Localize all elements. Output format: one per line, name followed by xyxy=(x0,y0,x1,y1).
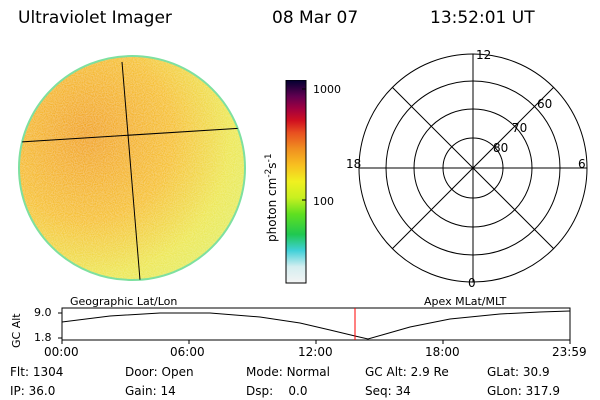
time-tick-0000: 00:00 xyxy=(44,345,79,359)
info-gain: Gain: 14 xyxy=(125,384,176,398)
colorbar-label-100: 100 xyxy=(313,195,334,208)
mlat-label-60: 60 xyxy=(537,97,553,111)
altitude-y-min: 1.8 xyxy=(34,331,52,344)
info-ip: IP: 36.0 xyxy=(10,384,56,398)
mlt-label-6: 6 xyxy=(578,157,586,171)
mlat-label-70: 70 xyxy=(512,121,528,135)
colorbar-gradient xyxy=(285,80,307,284)
info-glon: GLon: 317.9 xyxy=(487,384,560,398)
info-seq: Seq: 34 xyxy=(365,384,411,398)
mlt-label-12: 12 xyxy=(476,48,492,62)
app-title: Ultraviolet Imager xyxy=(18,8,172,28)
longitude-line xyxy=(121,61,141,280)
time-tick-2359: 23:59 xyxy=(552,345,587,359)
mlt-label-18: 18 xyxy=(346,157,362,171)
geographic-caption: Geographic Lat/Lon xyxy=(70,295,178,308)
time-tick-0600: 06:00 xyxy=(170,345,205,359)
altitude-y-max: 9.0 xyxy=(34,306,52,319)
altitude-axis-label: GC Alt xyxy=(10,313,23,348)
info-mode: Mode: Normal xyxy=(246,365,330,379)
info-flt: Flt: 1304 xyxy=(10,365,64,379)
info-gc-alt: GC Alt: 2.9 Re xyxy=(365,365,449,379)
time-tick-1800: 18:00 xyxy=(425,345,460,359)
latitude-line xyxy=(19,127,245,143)
observation-date: 08 Mar 07 xyxy=(272,8,359,28)
time-tick-1200: 12:00 xyxy=(298,345,333,359)
colorbar-label-1000: 1000 xyxy=(313,83,341,96)
info-glat: GLat: 30.9 xyxy=(487,365,550,379)
colorbar xyxy=(285,80,307,284)
observation-time: 13:52:01 UT xyxy=(430,8,535,28)
info-door: Door: Open xyxy=(125,365,194,379)
mlat-label-80: 80 xyxy=(493,141,509,155)
polar-diagonal-2 xyxy=(392,87,554,249)
apex-caption: Apex MLat/MLT xyxy=(424,295,507,308)
mlt-label-0: 0 xyxy=(468,276,476,290)
uv-disk-edge xyxy=(18,55,246,281)
altitude-plot-frame xyxy=(61,307,571,341)
info-dsp: Dsp: 0.0 xyxy=(246,384,308,398)
uv-disk-image xyxy=(19,56,245,280)
